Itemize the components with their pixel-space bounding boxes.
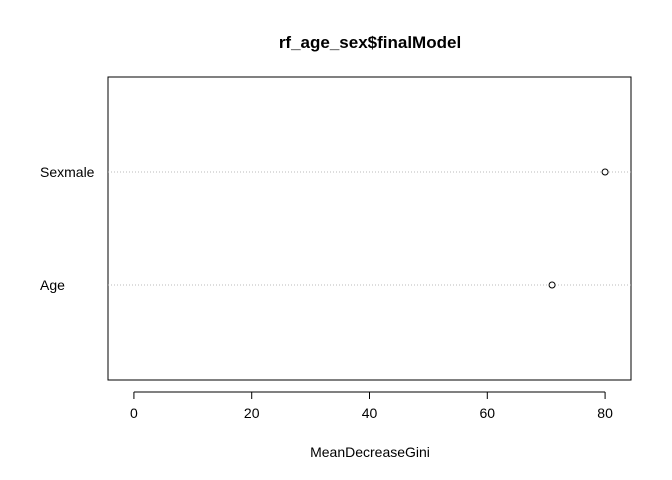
- x-tick-label: 20: [244, 405, 260, 421]
- data-point-sexmale: [601, 168, 609, 176]
- category-label-age: Age: [40, 277, 65, 293]
- category-label-sexmale: Sexmale: [40, 164, 95, 180]
- x-axis-title: MeanDecreaseGini: [310, 444, 430, 460]
- x-tick-label: 60: [480, 405, 496, 421]
- x-tick-label: 0: [130, 405, 138, 421]
- chart-title: rf_age_sex$finalModel: [279, 33, 461, 52]
- x-tick-label: 80: [597, 405, 613, 421]
- data-point-age: [548, 281, 556, 289]
- x-tick-label: 40: [362, 405, 378, 421]
- x-axis: 0 20 40 60 80: [130, 391, 613, 421]
- plot-area-frame: [107, 76, 632, 381]
